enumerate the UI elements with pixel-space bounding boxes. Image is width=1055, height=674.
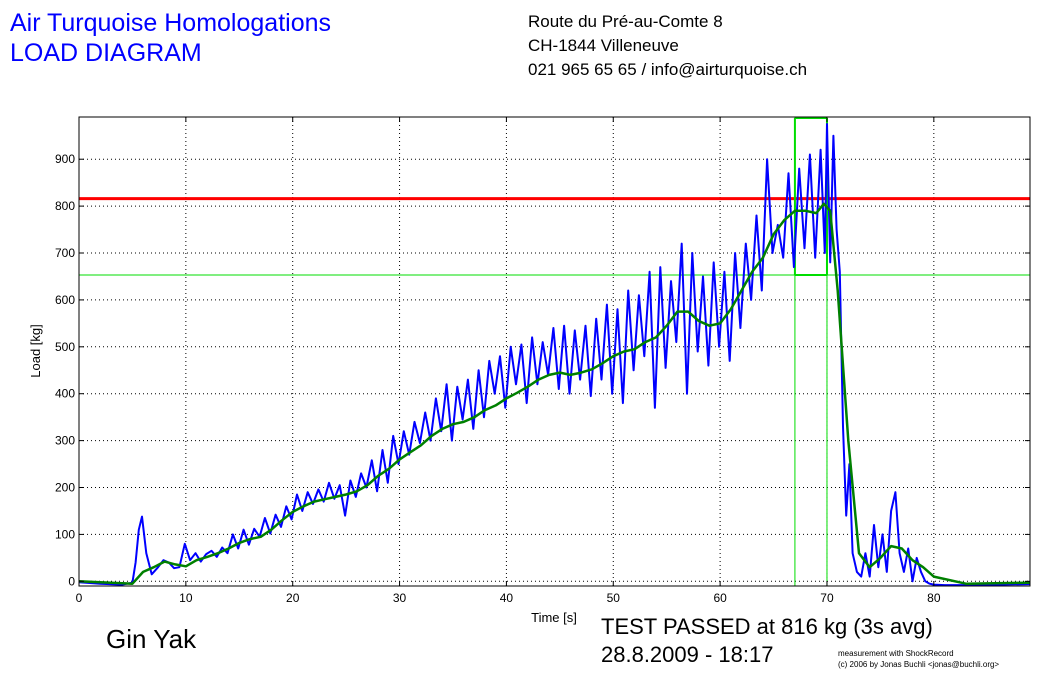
y-tick-label: 800 — [55, 199, 75, 213]
y-tick-label: 700 — [55, 246, 75, 260]
y-axis-label: Load [kg] — [28, 324, 43, 378]
y-tick-label: 200 — [55, 481, 75, 495]
x-tick-label: 70 — [820, 591, 834, 605]
x-tick-label: 20 — [286, 591, 300, 605]
credit-measurement: measurement with ShockRecord — [838, 649, 954, 658]
x-tick-label: 40 — [500, 591, 514, 605]
title-line-1: Air Turquoise Homologations — [10, 9, 331, 37]
x-tick-label: 0 — [76, 591, 83, 605]
page-title: Air Turquoise Homologations LOAD DIAGRAM — [10, 8, 331, 68]
average-load-series-line — [78, 202, 1031, 585]
axis-ticks: 0 10 20 30 40 50 60 70 8001002003004005006007008… — [55, 117, 1030, 605]
y-tick-label: 500 — [55, 340, 75, 354]
y-tick-label: 900 — [55, 152, 75, 166]
raw-load-series-line — [78, 123, 1031, 587]
x-tick-label: 10 — [179, 591, 193, 605]
address-city: CH-1844 Villeneuve — [528, 36, 679, 55]
credit-copyright: (c) 2006 by Jonas Buchli <jonas@buchli.o… — [838, 660, 1000, 669]
y-tick-label: 100 — [55, 527, 75, 541]
y-tick-label: 400 — [55, 387, 75, 401]
x-axis-label: Time [s] — [531, 610, 577, 625]
address-contact: 021 965 65 65 / info@airturquoise.ch — [528, 60, 808, 79]
address-street: Route du Pré-au-Comte 8 — [528, 12, 723, 31]
grid — [79, 117, 1030, 586]
result-datetime: 28.8.2009 - 18:17 — [601, 642, 774, 667]
x-tick-label: 30 — [393, 591, 407, 605]
title-line-2: LOAD DIAGRAM — [10, 39, 202, 67]
test-result: TEST PASSED at 816 kg (3s avg) 28.8.2009… — [601, 613, 933, 669]
y-tick-label: 300 — [55, 434, 75, 448]
x-tick-label: 80 — [927, 591, 941, 605]
series-group — [78, 123, 1031, 587]
result-status: TEST PASSED at 816 kg (3s avg) — [601, 614, 933, 639]
address-block: Route du Pré-au-Comte 8 CH-1844 Villeneu… — [528, 10, 807, 82]
y-tick-label: 0 — [68, 574, 75, 588]
y-tick-label: 600 — [55, 293, 75, 307]
x-tick-label: 60 — [713, 591, 727, 605]
plot-frame — [78, 116, 1031, 587]
product-name: Gin Yak — [106, 624, 197, 654]
credit-block: measurement with ShockRecord (c) 2006 by… — [838, 648, 999, 670]
x-tick-label: 50 — [607, 591, 621, 605]
